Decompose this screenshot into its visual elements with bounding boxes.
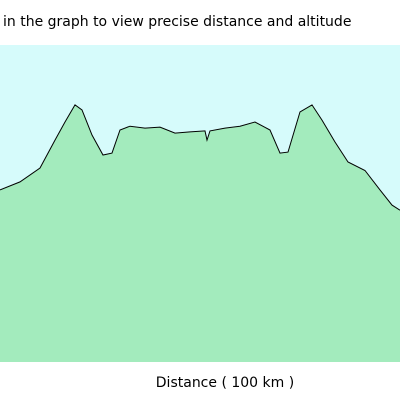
area [0, 104, 400, 363]
x-axis-label: Distance ( 100 km ) [156, 375, 294, 391]
chart-title: in the graph to view precise distance an… [3, 14, 351, 30]
profile-line [0, 104, 400, 211]
